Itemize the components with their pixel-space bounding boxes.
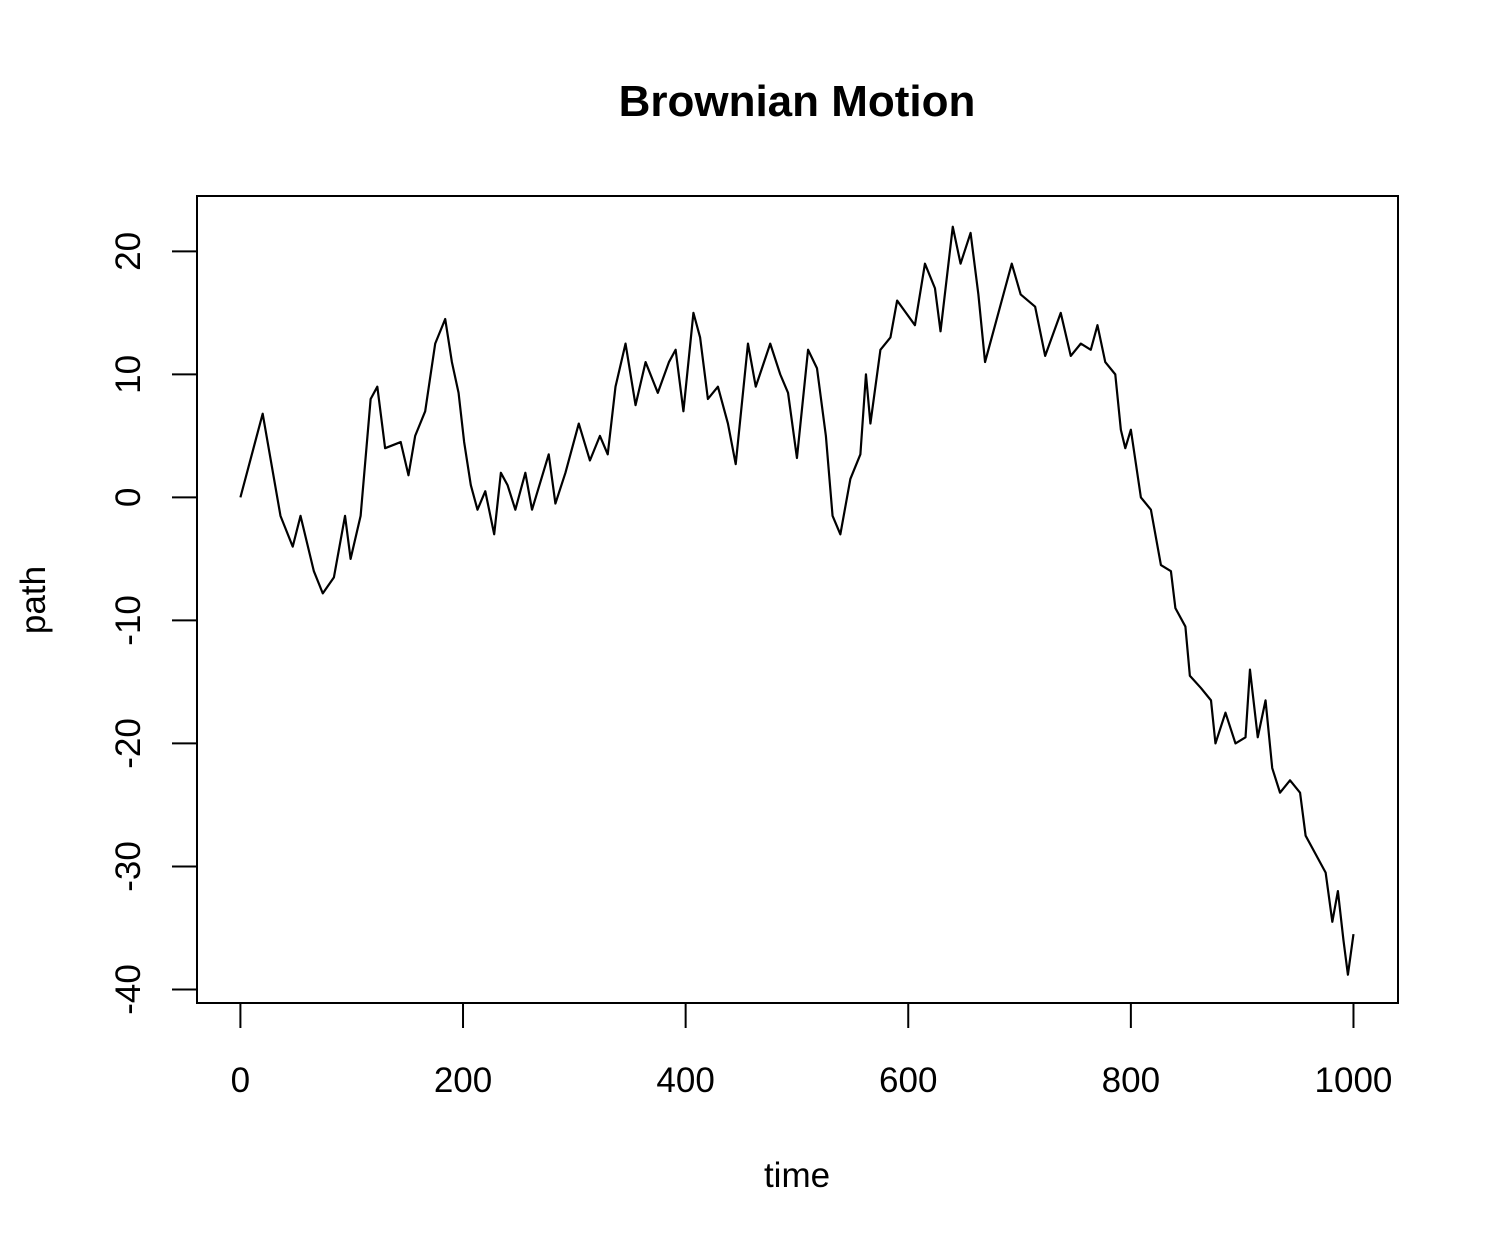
plot-frame [196, 195, 1399, 1004]
chart-title: Brownian Motion [619, 77, 976, 126]
y-tick-label: 20 [109, 232, 148, 271]
x-tick-label: 200 [434, 1061, 492, 1100]
y-tick-label: -20 [109, 718, 148, 769]
x-tick-label: 400 [656, 1061, 714, 1100]
data-line [239, 225, 1355, 976]
x-tick-label: 0 [231, 1061, 250, 1100]
y-tick-label: 0 [109, 488, 148, 507]
x-tick-label: 1000 [1315, 1061, 1393, 1100]
x-tick-label: 800 [1102, 1061, 1160, 1100]
y-tick-label: -30 [109, 841, 148, 892]
y-axis-label: path [14, 566, 53, 634]
y-tick-label: -40 [109, 964, 148, 1015]
y-tick-label: 10 [109, 355, 148, 394]
y-tick-label: -10 [109, 595, 148, 646]
x-tick-label: 600 [879, 1061, 937, 1100]
x-axis-label: time [764, 1156, 830, 1195]
